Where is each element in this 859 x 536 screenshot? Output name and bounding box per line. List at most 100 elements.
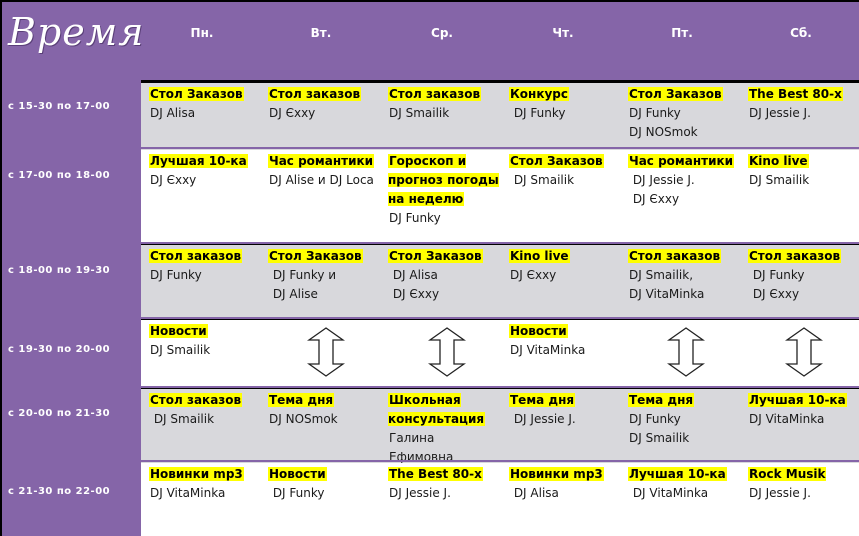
dj-name: DJ VitaMinka xyxy=(510,343,586,357)
time-slot-label: с 19-30 по 20-00 xyxy=(8,344,111,355)
schedule-cell: Час романтики DJ Alise и DJ Loca xyxy=(268,152,380,190)
schedule-cell: Лучшая 10-ка DJ VitaMinka xyxy=(748,391,856,429)
schedule-cell: Kino live DJ Smailik xyxy=(748,152,856,190)
show-title: Новости xyxy=(509,324,568,338)
day-header-fri: Пт. xyxy=(671,26,693,40)
dj-name: DJ Smailik xyxy=(150,343,211,357)
schedule-cell: Новости DJ VitaMinka xyxy=(509,322,621,360)
dj-name: DJ Jessie J. xyxy=(749,486,811,500)
show-title: Тема дня xyxy=(268,393,335,407)
show-title: Kino live xyxy=(509,249,570,263)
dj-name: DJ Єххy xyxy=(389,287,440,301)
show-title: Стол заказов xyxy=(149,249,243,263)
show-title: The Best 80-х xyxy=(748,87,843,101)
time-slot-label: с 21-30 по 22-00 xyxy=(8,486,111,497)
show-title: Час романтики xyxy=(628,154,735,168)
schedule-cell: Школьная консультация Галина Ефимовна xyxy=(388,391,502,467)
schedule-row xyxy=(141,463,859,536)
schedule-cell: Новости DJ Smailik xyxy=(149,322,261,360)
show-title: Лучшая 10-ка xyxy=(628,467,727,481)
schedule-cell: Стол заказов DJ Funky xyxy=(149,247,261,285)
dj-name: DJ Smailik, xyxy=(629,268,694,282)
dj-name: DJ Єххy xyxy=(749,287,800,301)
time-slot-label: с 15-30 по 17-00 xyxy=(8,101,111,112)
dj-name: DJ Alisa xyxy=(150,106,196,120)
dj-name: DJ Alise xyxy=(269,287,318,301)
schedule-row xyxy=(141,83,859,150)
dj-name: DJ NOSmok xyxy=(269,412,338,426)
schedule-cell: Стол заказов DJ Smailik, DJ VitaMinka xyxy=(628,247,740,304)
schedule-cell: Стол заказов DJ Funky DJ Єххy xyxy=(748,247,856,304)
show-title: Конкурс xyxy=(509,87,570,101)
dj-name: DJ Funky xyxy=(749,268,805,282)
show-title: The Best 80-х xyxy=(388,467,483,481)
show-title: Новинки mp3 xyxy=(509,467,604,481)
schedule-cell: Тема дня DJ Funky DJ Smailik xyxy=(628,391,740,448)
dj-name: DJ Alisa xyxy=(389,268,438,282)
header-bar: Время Пн. Вт. Ср. Чт. Пт. Сб. xyxy=(2,2,859,80)
schedule-cell: Конкурс DJ Funky xyxy=(509,85,621,123)
schedule-cell: The Best 80-х DJ Jessie J. xyxy=(388,465,502,503)
continuation-arrow-icon xyxy=(428,327,466,377)
dj-name: DJ Jessie J. xyxy=(749,106,811,120)
dj-name: DJ Alise и DJ Loca xyxy=(269,173,374,187)
schedule-row xyxy=(141,320,859,386)
day-header-thu: Чт. xyxy=(552,26,574,40)
row-divider xyxy=(2,242,859,244)
schedule-cell: Тема дня DJ Jessie J. xyxy=(509,391,621,429)
schedule-cell: Лучшая 10-ка DJ VitaMinka xyxy=(628,465,740,503)
dj-name: DJ Єххy xyxy=(629,192,680,206)
dj-name: DJ Funky xyxy=(510,106,566,120)
show-title: Стол Заказов xyxy=(268,249,363,263)
time-slot-label: с 20-00 по 21-30 xyxy=(8,408,111,419)
show-title: Лучшая 10-ка xyxy=(149,154,248,168)
dj-name: DJ Smailik xyxy=(150,412,215,426)
dj-name: DJ Funky xyxy=(269,486,325,500)
schedule-cell: Стол заказов DJ Smailik xyxy=(149,391,261,429)
schedule-cell: Час романтики DJ Jessie J. DJ Єххy xyxy=(628,152,740,209)
dj-name: DJ VitaMinka xyxy=(150,486,226,500)
dj-name: DJ Єххy xyxy=(269,106,316,120)
schedule-row xyxy=(141,150,859,242)
show-title: Стол Заказов xyxy=(388,249,483,263)
schedule-cell: Новости DJ Funky xyxy=(268,465,380,503)
dj-name: DJ Funky xyxy=(629,412,681,426)
dj-name: DJ Smailik xyxy=(629,431,690,445)
dj-name: DJ Funky xyxy=(629,106,681,120)
dj-name: DJ Jessie J. xyxy=(510,412,576,426)
dj-name: DJ Єххy xyxy=(150,173,197,187)
show-title: Стол заказов xyxy=(268,87,362,101)
schedule-cell: Стол Заказов DJ Funky и DJ Alise xyxy=(268,247,380,304)
show-title: Тема дня xyxy=(628,393,695,407)
show-title: Лучшая 10-ка xyxy=(748,393,847,407)
show-title: Стол заказов xyxy=(628,249,722,263)
dj-name: DJ Jessie J. xyxy=(629,173,695,187)
schedule-cell: Стол заказов DJ Smailik xyxy=(388,85,502,123)
show-title: Новости xyxy=(268,467,327,481)
schedule-row xyxy=(141,389,859,463)
show-title: Час романтики xyxy=(268,154,375,168)
show-title: Гороскоп и прогноз погоды на неделю xyxy=(388,154,499,206)
show-title: Стол Заказов xyxy=(509,154,604,168)
show-title: Школьная консультация xyxy=(388,393,486,426)
dj-name: DJ VitaMinka xyxy=(629,287,705,301)
schedule-cell: Kino live DJ Єххy xyxy=(509,247,621,285)
show-title: Стол Заказов xyxy=(628,87,723,101)
show-title: Kino live xyxy=(748,154,809,168)
schedule-cell: Стол Заказов DJ Alisa DJ Єххy xyxy=(388,247,502,304)
day-header-sat: Сб. xyxy=(790,26,812,40)
continuation-arrow-icon xyxy=(667,327,705,377)
schedule-cell: Гороскоп и прогноз погоды на неделю DJ Fu… xyxy=(388,152,502,228)
dj-name: DJ Єххy xyxy=(510,268,557,282)
schedule-cell: Стол Заказов DJ Alisa xyxy=(149,85,261,123)
dj-name: DJ Smailik xyxy=(749,173,810,187)
continuation-arrow-icon xyxy=(785,327,823,377)
row-divider xyxy=(2,386,859,388)
dj-name: DJ VitaMinka xyxy=(749,412,825,426)
show-title: Новости xyxy=(149,324,208,338)
show-title: Стол заказов xyxy=(149,393,243,407)
show-title: Тема дня xyxy=(509,393,576,407)
dj-name: DJ Funky xyxy=(150,268,202,282)
dj-name: DJ Smailik xyxy=(510,173,575,187)
dj-name: DJ Funky xyxy=(389,211,441,225)
